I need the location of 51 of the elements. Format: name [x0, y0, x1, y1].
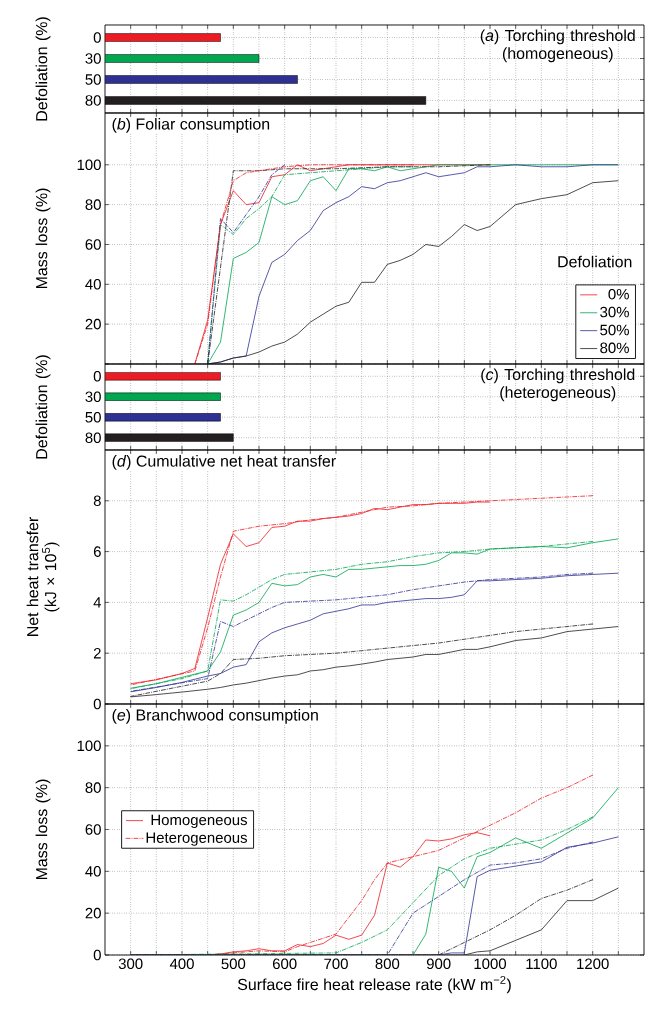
y-tick-label: 4 — [93, 597, 102, 608]
x-tick-label: 600 — [272, 958, 297, 970]
x-tick-label: 1200 — [577, 958, 609, 970]
y-axis-title: Defoliation (%) — [35, 17, 51, 121]
y-tick-label: 60 — [85, 824, 101, 835]
legend-label: 50% — [600, 324, 629, 336]
x-tick-label: 800 — [375, 958, 400, 970]
y-tick-label: 80 — [85, 95, 101, 106]
y-tick-label: 6 — [93, 546, 101, 557]
y-tick-label: 80 — [85, 199, 101, 210]
y-tick-label: 30 — [85, 391, 101, 403]
y-tick-label: 80 — [85, 432, 101, 443]
x-tick-label: 900 — [426, 958, 451, 970]
y-tick-label: 2 — [93, 647, 101, 659]
y-tick-label: 0 — [93, 370, 101, 382]
y-tick-label: 50 — [85, 74, 101, 85]
x-axis-title: Surface fire heat release rate (kW m$^{−2}$) — [237, 975, 511, 994]
y-tick-label: 40 — [85, 279, 101, 290]
y-tick-label: 0 — [93, 949, 101, 961]
y-axis-title: Mass loss (%) — [35, 188, 51, 289]
chart-title: (d) Cumulative net heat transfer — [112, 455, 336, 470]
y-tick-label: 8 — [93, 495, 101, 507]
legend-label: 80% — [600, 342, 629, 354]
y-tick-label: 0 — [93, 32, 101, 43]
x-tick-label: 1100 — [526, 958, 557, 970]
y-tick-label: 60 — [85, 239, 101, 250]
chart-title: (b) Foliar consumption — [112, 117, 270, 133]
y-tick-label: 40 — [85, 866, 101, 877]
text: (a) Torching threshold (homogeneous) — [480, 29, 635, 63]
y-axis-title: Mass loss (%) — [35, 779, 51, 880]
x-tick-label: 400 — [169, 958, 194, 970]
y-tick-label: 100 — [77, 159, 101, 171]
legend-label: Homogeneous — [151, 814, 248, 829]
text: (c) Torching threshold (heterogeneous) — [481, 368, 635, 402]
legend-title: Defoliation — [558, 255, 632, 268]
legend-label: Heterogeneous — [146, 832, 248, 846]
y-tick-label: 20 — [85, 907, 101, 919]
chart-title: (e) Branchwood consumption — [112, 708, 318, 724]
legend-label: 30% — [600, 306, 629, 318]
y-tick-label: 80 — [85, 782, 101, 793]
y-tick-label: 30 — [85, 53, 101, 64]
x-tick-label: 1000 — [474, 958, 507, 970]
x-tick-label: 700 — [324, 958, 348, 970]
y-tick-label: 50 — [85, 411, 101, 423]
y-tick-label: 20 — [85, 318, 101, 330]
y-tick-label: 100 — [77, 740, 101, 752]
x-tick-label: 300 — [118, 958, 143, 970]
legend-label: 0% — [608, 288, 629, 300]
x-tick-label: 500 — [221, 958, 246, 970]
y-axis-title: Defoliation (%) — [35, 355, 51, 459]
y-tick-label: 0 — [93, 698, 101, 710]
